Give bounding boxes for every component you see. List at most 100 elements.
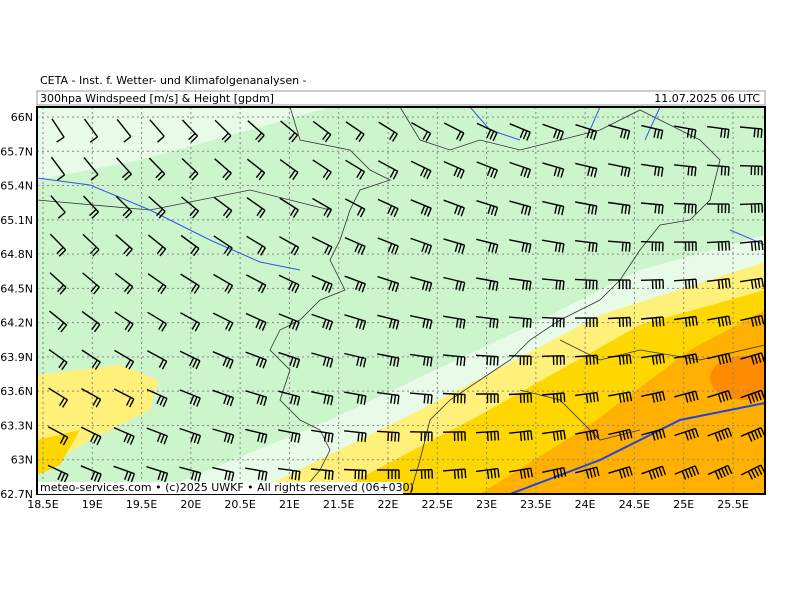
lat-label: 63N bbox=[11, 454, 33, 467]
wind-barb bbox=[311, 352, 334, 368]
wind-barb bbox=[83, 157, 99, 181]
wind-barb bbox=[212, 428, 235, 444]
wind-barb bbox=[377, 469, 400, 479]
lon-label: 22E bbox=[378, 498, 399, 511]
wind-barb bbox=[377, 275, 400, 293]
wind-barb bbox=[476, 277, 499, 292]
lon-label: 21E bbox=[279, 498, 300, 511]
wind-barb bbox=[608, 201, 631, 215]
lon-label: 19E bbox=[82, 498, 103, 511]
wind-barb bbox=[376, 430, 400, 442]
wind-barb bbox=[47, 426, 69, 446]
wind-barb bbox=[344, 198, 366, 218]
wind-barb bbox=[81, 349, 101, 370]
wind-barb bbox=[114, 311, 134, 332]
wind-barb bbox=[214, 119, 232, 143]
wind-barb bbox=[179, 350, 201, 370]
wind-barb bbox=[49, 233, 67, 257]
wind-barb bbox=[509, 123, 531, 141]
lon-label: 19.5E bbox=[126, 498, 157, 511]
wind-barb bbox=[48, 349, 68, 371]
wind-barb bbox=[116, 157, 132, 181]
wind-barb bbox=[180, 312, 201, 332]
lon-label: 22.5E bbox=[422, 498, 453, 511]
wind-barb bbox=[476, 161, 498, 179]
wind-barb bbox=[310, 429, 334, 443]
wind-barb bbox=[80, 465, 102, 483]
lat-label: 64.2N bbox=[0, 317, 33, 330]
wind-barb bbox=[641, 465, 667, 480]
wind-barb bbox=[508, 392, 533, 404]
wind-barb bbox=[179, 389, 201, 407]
wind-barb bbox=[247, 120, 265, 143]
wind-barb bbox=[442, 431, 466, 442]
wind-barb bbox=[146, 350, 168, 370]
wind-barb bbox=[509, 277, 532, 291]
wind-barb bbox=[673, 202, 697, 214]
wind-barb bbox=[641, 124, 664, 140]
wind-barb bbox=[114, 349, 135, 370]
wind-barb bbox=[344, 391, 367, 405]
wind-barb bbox=[706, 203, 730, 214]
wind-barb bbox=[706, 240, 731, 252]
wind-barb bbox=[377, 237, 399, 255]
wind-barb bbox=[115, 234, 133, 257]
wind-barb bbox=[608, 466, 633, 479]
wind-barb bbox=[345, 121, 365, 142]
wind-barb bbox=[575, 466, 600, 479]
wind-barb bbox=[476, 393, 499, 403]
wind-barb bbox=[674, 390, 699, 403]
wind-barb bbox=[443, 354, 466, 367]
wind-barb bbox=[640, 163, 664, 177]
lon-label: 23.5E bbox=[520, 498, 551, 511]
wind-barb bbox=[113, 388, 135, 408]
wind-barb bbox=[542, 123, 565, 141]
wind-barb bbox=[344, 314, 367, 331]
wind-barb bbox=[344, 275, 366, 293]
wind-barb bbox=[575, 124, 598, 141]
wind-barb bbox=[311, 275, 333, 293]
wind-barb bbox=[377, 160, 399, 180]
wind-barb bbox=[574, 354, 599, 365]
lon-label: 23E bbox=[476, 498, 497, 511]
wind-barb bbox=[409, 353, 433, 367]
wind-barb bbox=[640, 279, 664, 290]
wind-barb bbox=[443, 160, 465, 179]
wind-barb bbox=[377, 198, 399, 218]
wind-barb bbox=[179, 466, 202, 482]
subtitle: 300hpa Windspeed [m/s] & Height [gpdm] bbox=[40, 92, 274, 105]
wind-barb bbox=[148, 196, 166, 219]
wind-barb bbox=[574, 278, 598, 290]
lat-label: 64.5N bbox=[0, 282, 33, 295]
wind-barb bbox=[641, 428, 666, 441]
lon-label: 18.5E bbox=[27, 498, 58, 511]
wind-barb bbox=[640, 316, 665, 327]
wind-barb bbox=[574, 317, 598, 328]
lat-label: 62.7N bbox=[0, 488, 33, 501]
wind-barb bbox=[180, 234, 200, 257]
wind-barb bbox=[48, 387, 68, 408]
wind-barb bbox=[409, 392, 433, 404]
wind-barb bbox=[181, 119, 199, 143]
wind-barb bbox=[608, 163, 631, 178]
wind-barb bbox=[442, 468, 467, 479]
wind-barb bbox=[149, 119, 165, 143]
wind-barb bbox=[575, 391, 599, 403]
wind-barb bbox=[442, 392, 466, 404]
lat-label: 66N bbox=[11, 111, 33, 124]
wind-barb bbox=[476, 238, 499, 254]
wind-barb bbox=[410, 237, 433, 255]
wind-barb bbox=[81, 310, 101, 333]
wind-barb bbox=[508, 316, 532, 328]
wind-barb bbox=[541, 316, 565, 328]
wind-barb bbox=[443, 122, 465, 142]
wind-barb bbox=[179, 427, 202, 445]
wind-barb bbox=[214, 158, 232, 181]
wind-barb bbox=[80, 426, 102, 446]
wind-barb bbox=[475, 430, 500, 442]
lon-label: 20.5E bbox=[224, 498, 255, 511]
wind-barb bbox=[674, 465, 700, 480]
wind-barb bbox=[377, 353, 400, 368]
wind-barb bbox=[410, 276, 433, 292]
wind-barb bbox=[343, 468, 367, 480]
